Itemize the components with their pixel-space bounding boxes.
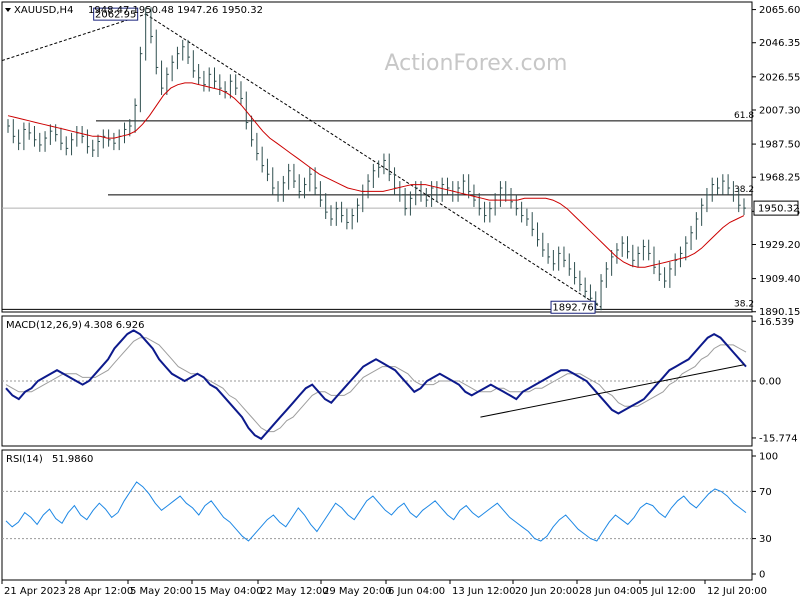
rsi-ytick-label: 30 [759, 534, 772, 545]
xtick-label: 15 May 04:00 [194, 586, 263, 597]
macd-ytick-label: 0.00 [759, 377, 781, 388]
xtick-label: 28 Jun 04:00 [579, 586, 643, 597]
xtick-label: 13 Jun 12:00 [452, 586, 516, 597]
xtick-label: 5 Jul 12:00 [642, 586, 696, 597]
price-ytick-label: 1968.25 [759, 173, 800, 184]
xtick-label: 12 Jul 20:00 [707, 586, 767, 597]
down-dashed-trendline [145, 13, 602, 308]
last-price-box [753, 200, 799, 216]
rsi-ytick-label: 0 [759, 570, 765, 581]
xtick-label: 6 Jun 04:00 [388, 586, 445, 597]
xtick-label: 21 Apr 2023 [4, 586, 66, 597]
fib-38-low-label: 38.2 [734, 299, 754, 309]
xtick-label: 5 May 20:00 [130, 586, 192, 597]
price-ytick-label: 1890.15 [759, 307, 800, 318]
macd-ytick-label: 16.539 [759, 317, 794, 328]
price-title: XAUUSD,H4 [14, 5, 73, 16]
price-panel-frame [1, 1, 753, 313]
low-label: 1892.76 [552, 303, 593, 314]
price-ohlc-header: 1948.47 1950.48 1947.26 1950.32 [88, 5, 263, 16]
last-price-label: 1950.32 [758, 204, 799, 215]
price-ytick-label: 2007.30 [759, 105, 800, 116]
macd-ytick-label: -15.774 [759, 433, 798, 444]
fib-61-label: 61.8 [734, 111, 754, 121]
price-ytick-label: 1929.20 [759, 240, 800, 251]
upper-dashed-trendline [1, 13, 146, 62]
macd-signal-line [5, 337, 747, 433]
xtick-label: 29 May 20:00 [323, 586, 392, 597]
high-label: 2062.95 [95, 10, 136, 21]
macd-trendline [480, 364, 745, 418]
price-ytick-label: 2065.60 [759, 5, 800, 16]
rsi-values-header: 51.9860 [52, 454, 93, 465]
rsi-ytick-label: 100 [759, 452, 778, 463]
rsi-ytick-label: 70 [759, 487, 772, 498]
xtick-label: 22 May 12:00 [260, 586, 329, 597]
macd-title: MACD(12,26,9) [6, 320, 82, 331]
macd-values-header: 4.308 6.926 [84, 320, 144, 331]
fib-38-label: 38.2 [734, 185, 754, 195]
low-label-box [550, 300, 596, 314]
macd-main-line [5, 329, 747, 441]
dropdown-triangle-icon [5, 8, 11, 12]
high-label-box [93, 7, 139, 21]
rsi-panel-frame [1, 449, 753, 581]
price-ytick-label: 1909.40 [759, 274, 800, 285]
moving-average-line [7, 82, 745, 268]
price-ytick-label: 2046.35 [759, 38, 800, 49]
price-ytick-label: 2026.55 [759, 72, 800, 83]
xtick-label: 28 Apr 12:00 [68, 586, 133, 597]
rsi-line [5, 481, 747, 542]
price-ytick-label: 1987.50 [759, 140, 800, 151]
xtick-label: 20 Jun 20:00 [515, 586, 579, 597]
rsi-title: RSI(14) [6, 454, 43, 465]
watermark-text: ActionForex.com [385, 51, 568, 76]
